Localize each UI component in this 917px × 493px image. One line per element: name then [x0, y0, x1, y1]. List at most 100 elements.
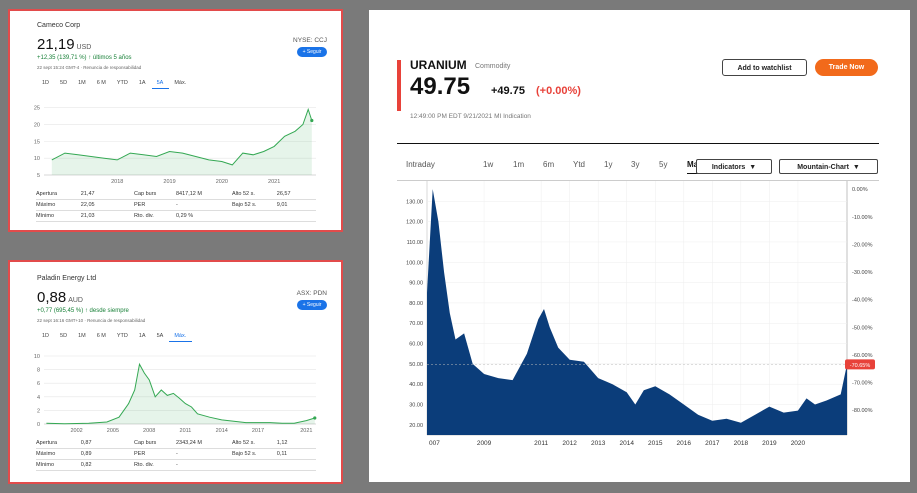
tab-ytd[interactable]: Ytd — [573, 160, 586, 169]
stat-value: 8417,12 M — [175, 191, 202, 197]
range-6-m[interactable]: 6 M — [96, 80, 106, 86]
stat-value: 0,89 — [80, 451, 92, 457]
range-ytd[interactable]: YTD — [116, 80, 128, 86]
series-area — [427, 189, 847, 435]
currency-label: AUD — [68, 297, 83, 304]
commodity-price: 49.75 — [410, 73, 471, 100]
x-tick-label: 2016 — [677, 440, 692, 447]
tab-max[interactable]: Max — [687, 160, 703, 174]
y-tick-label: 6 — [37, 381, 40, 387]
x-tick-label: 2017 — [705, 440, 720, 447]
tab-6m[interactable]: 6m — [543, 160, 555, 169]
stat-value: 0,87 — [80, 440, 92, 446]
range-m-x[interactable]: Máx. — [174, 80, 187, 86]
commodity-type: Commodity — [475, 63, 511, 70]
tab-3y[interactable]: 3y — [631, 160, 640, 169]
x-tick-label: 2018 — [111, 179, 123, 185]
timestamp: 22 sept 15:24 GMT-4 · Renuncia de respon… — [37, 65, 142, 70]
quote-time: 12:49:00 PM EDT 9/21/2021 MI Indication — [410, 113, 531, 120]
stats-row: Máximo 22,05 PER - Bajo 52 s. 9,01 — [36, 200, 316, 211]
x-tick-label: 2015 — [648, 440, 663, 447]
tab-1m[interactable]: 1m — [513, 160, 525, 169]
x-tick-label: 2020 — [216, 179, 228, 185]
range-1a[interactable]: 1A — [138, 333, 146, 339]
range-1m[interactable]: 1M — [78, 333, 86, 339]
stat-label: Máximo — [36, 451, 56, 457]
stock-price: 0,88 AUD — [37, 289, 83, 306]
stat-value: 22,05 — [80, 202, 95, 208]
x-tick-label: 2019 — [163, 179, 175, 185]
stat-label: Cap burs — [133, 440, 157, 446]
company-name: Paladin Energy Ltd — [37, 275, 97, 282]
stat-value: 21,47 — [80, 191, 95, 197]
y-tick-label: 60.00 — [409, 342, 423, 348]
range-6-m[interactable]: 6 M — [96, 333, 106, 339]
range-5a[interactable]: 5A — [151, 80, 170, 89]
x-tick-label: 2013 — [591, 440, 606, 447]
range-selector: 1D 5D 1M 6 M YTD 1A 5A Máx. — [37, 333, 193, 342]
tab-5y[interactable]: 5y — [659, 160, 668, 169]
x-tick-label: 2012 — [562, 440, 577, 447]
x-tick-label: 2009 — [477, 440, 492, 447]
stock-price: 21,19 USD — [37, 36, 92, 53]
y-tick-label: 5 — [37, 173, 40, 179]
stat-label: Rto. div. — [133, 462, 154, 468]
accent-bar — [397, 60, 401, 111]
add-to-watchlist-button[interactable]: Add to watchlist — [722, 59, 807, 76]
x-tick-label: 2008 — [143, 428, 155, 434]
tab-1w[interactable]: 1w — [483, 160, 494, 169]
series-area — [51, 109, 312, 175]
y-tick-label: 20.00 — [409, 423, 423, 429]
y2-tick-label: -60.00% — [852, 353, 873, 359]
company-name: Cameco Corp — [37, 22, 81, 29]
range-ytd[interactable]: YTD — [116, 333, 128, 339]
y-tick-label: 70.00 — [409, 321, 423, 327]
stat-value: 26,57 — [276, 191, 291, 197]
tab-underline — [397, 180, 879, 181]
currency-label: USD — [76, 44, 92, 51]
range-1a[interactable]: 1A — [138, 80, 146, 86]
stat-label: Apertura — [36, 440, 58, 446]
stat-label: Rto. div. — [133, 213, 154, 219]
stats-table: Apertura 0,87 Cap burs 2343,24 M Alto 52 s. 1… — [36, 438, 316, 471]
stat-label: PER — [133, 202, 146, 208]
x-tick-label: 2011 — [180, 428, 192, 434]
trade-now-button[interactable]: Trade Now — [815, 59, 878, 76]
stat-label: PER — [133, 451, 146, 457]
range-5d[interactable]: 5D — [60, 333, 68, 339]
stat-label: Máximo — [36, 202, 56, 208]
series-line — [46, 362, 315, 425]
y2-tick-label: -70.00% — [852, 381, 873, 387]
range-1d[interactable]: 1D — [42, 333, 50, 339]
stats-row: Apertura 0,87 Cap burs 2343,24 M Alto 52 s. 1… — [36, 438, 316, 449]
stat-value: - — [175, 451, 178, 457]
follow-button[interactable]: + Seguir — [297, 47, 327, 57]
x-tick-label: 2021 — [268, 179, 280, 185]
current-pct-badge — [845, 359, 875, 370]
range-5a[interactable]: 5A — [156, 333, 164, 339]
price-change-pct: (+0.00%) — [536, 85, 581, 97]
uranium-chart: 20.00 30.00 40.00 50.00 60.00 70.00 80.00 90.00… — [406, 181, 875, 447]
tab-intraday[interactable]: Intraday — [406, 160, 435, 169]
commodity-name: URANIUM — [410, 58, 467, 72]
range-1m[interactable]: 1M — [78, 80, 86, 86]
y-tick-label: 100.00 — [406, 260, 423, 266]
y-tick-label: 110.00 — [407, 240, 423, 246]
x-tick-label: 2014 — [619, 440, 634, 447]
follow-button[interactable]: + Seguir — [297, 300, 327, 310]
tab-1y[interactable]: 1y — [604, 160, 613, 169]
range-m-x[interactable]: Máx. — [169, 333, 193, 342]
stat-label: Alto 52 s. — [231, 191, 255, 197]
indicators-dropdown[interactable]: Indicators ▼ — [696, 159, 772, 174]
x-tick-label: 2014 — [216, 428, 228, 434]
stats-row: Apertura 21,47 Cap burs 8417,12 M Alto 52 s.… — [36, 189, 316, 200]
stat-label: Apertura — [36, 191, 58, 197]
y2-tick-label: -20.00% — [852, 242, 873, 248]
stat-value: 21,03 — [80, 213, 95, 219]
chart-type-dropdown[interactable]: Mountain-Chart ▼ — [779, 159, 878, 174]
y-tick-label: 2 — [37, 408, 40, 414]
range-5d[interactable]: 5D — [60, 80, 68, 86]
y-tick-label: 20 — [34, 123, 40, 129]
y2-tick-label: 0.00% — [852, 187, 868, 193]
range-1d[interactable]: 1D — [42, 80, 50, 86]
